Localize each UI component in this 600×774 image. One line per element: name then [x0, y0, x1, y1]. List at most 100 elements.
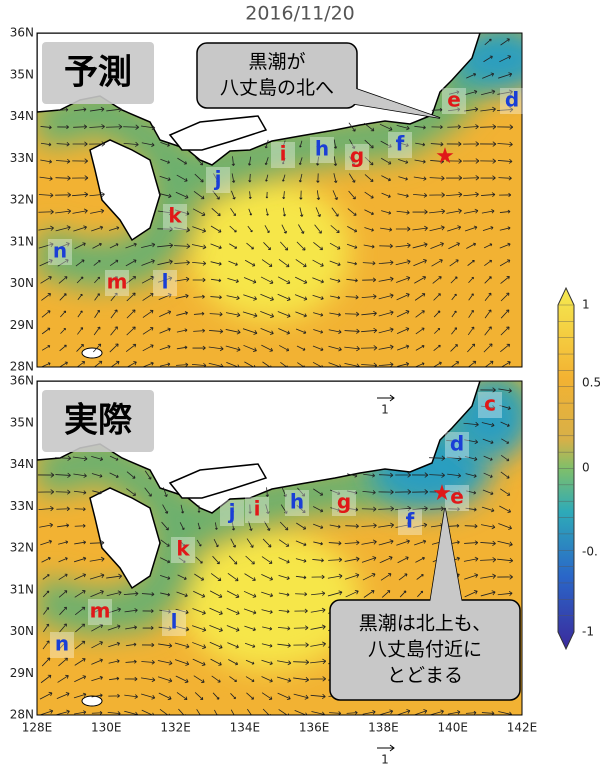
flow-arrow [264, 521, 271, 531]
flow-arrow [108, 693, 120, 698]
flow-arrow [192, 625, 207, 632]
flow-arrow [159, 310, 172, 317]
flow-arrow [417, 590, 424, 598]
flow-arrow [396, 292, 410, 301]
flow-arrow [294, 276, 308, 284]
flow-arrow [281, 140, 286, 148]
flow-arrow [174, 227, 190, 233]
flow-arrow [210, 225, 222, 233]
flow-arrow [124, 676, 138, 682]
flow-arrow [481, 89, 496, 96]
flow-arrow [142, 344, 154, 352]
flow-arrow [106, 590, 122, 597]
region-label: m [90, 599, 111, 623]
flow-arrow [463, 175, 480, 181]
flow-arrow [413, 259, 427, 267]
flow-arrow [158, 193, 172, 199]
flow-arrow [72, 208, 88, 214]
flow-arrow [176, 174, 188, 182]
flow-arrow [361, 506, 377, 512]
flow-arrow [261, 574, 274, 581]
flow-arrow [347, 261, 358, 266]
flow-arrow [89, 540, 105, 546]
flow-arrow [40, 275, 52, 284]
flow-arrow [178, 539, 186, 547]
flow-arrow [498, 523, 512, 530]
lat-tick-label: 28N [10, 708, 34, 722]
flow-arrow [41, 556, 51, 563]
flow-arrow [346, 243, 358, 249]
flow-arrow [484, 259, 493, 266]
flow-arrow [141, 592, 155, 597]
flow-arrow [429, 192, 445, 198]
flow-arrow [110, 276, 118, 284]
flow-arrow [89, 106, 105, 112]
region-label: h [315, 137, 329, 161]
flow-arrow [497, 89, 513, 95]
panel-label-box [42, 42, 154, 104]
flow-arrow [40, 142, 52, 147]
flow-arrow [162, 504, 169, 514]
flow-arrow [42, 574, 50, 580]
flow-arrow [175, 191, 189, 199]
flow-arrow [225, 329, 241, 335]
flow-arrow [296, 522, 307, 530]
flow-arrow [397, 344, 410, 351]
region-box [500, 88, 524, 114]
flow-arrow [55, 175, 71, 181]
flow-arrow [177, 157, 187, 165]
flow-arrow [210, 261, 222, 266]
flow-arrow [41, 310, 51, 318]
lon-tick-label: 138E [368, 721, 399, 735]
flow-arrow [294, 608, 308, 614]
flow-arrow [499, 226, 511, 231]
flow-arrow [395, 505, 412, 512]
flow-arrow [175, 625, 190, 632]
region-box [162, 610, 186, 636]
region-box [310, 137, 334, 163]
flow-arrow [328, 345, 342, 352]
flow-arrow [481, 506, 495, 513]
flow-arrow [91, 675, 103, 682]
hachijo-star: ★ [432, 481, 452, 506]
flow-arrow [465, 710, 477, 715]
flow-arrow [123, 141, 139, 147]
flow-arrow [56, 692, 70, 700]
flow-arrow [227, 278, 239, 283]
flow-arrow [431, 259, 443, 267]
flow-arrow [397, 556, 409, 564]
flow-arrow [91, 641, 103, 649]
flow-arrow [230, 693, 236, 700]
flow-arrow [192, 608, 206, 615]
flow-arrow [328, 541, 342, 546]
flow-arrow [93, 326, 101, 336]
flow-arrow [348, 173, 356, 183]
region-label: n [53, 239, 67, 263]
lon-tick-label: 132E [160, 721, 191, 735]
flow-arrow [73, 225, 87, 232]
flow-arrow [313, 312, 324, 317]
flow-arrow [92, 242, 102, 249]
flow-arrow [196, 539, 202, 547]
flow-arrow [429, 489, 445, 495]
flow-arrow [363, 122, 375, 132]
flow-arrow [56, 242, 70, 250]
flow-arrow [225, 345, 241, 352]
flow-arrow [313, 488, 324, 496]
flow-arrow [125, 659, 137, 664]
flow-arrow [497, 124, 514, 130]
flow-arrow [159, 557, 171, 564]
flow-arrow [447, 225, 462, 232]
flow-arrow [261, 659, 273, 666]
flow-arrow [344, 556, 360, 562]
panel-frame [36, 32, 523, 368]
flow-arrow [412, 489, 429, 495]
flow-arrow [159, 708, 170, 715]
flow-arrow [43, 607, 49, 615]
flow-arrow [74, 710, 87, 715]
flow-arrow [346, 278, 358, 283]
flow-arrow [463, 124, 479, 130]
flow-arrow [157, 210, 173, 216]
flow-arrow [57, 107, 69, 112]
flow-arrow [363, 244, 375, 249]
